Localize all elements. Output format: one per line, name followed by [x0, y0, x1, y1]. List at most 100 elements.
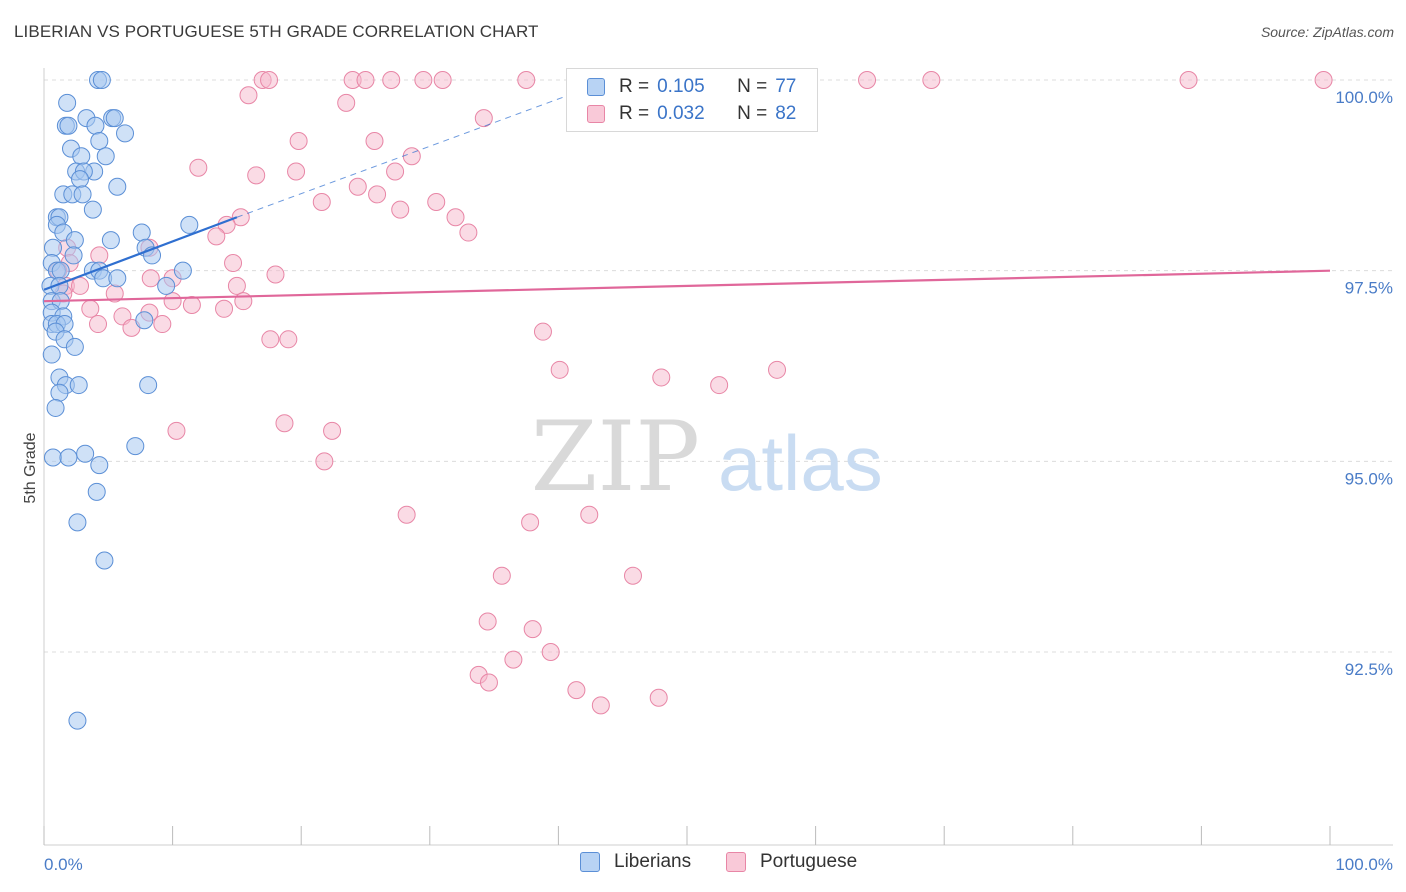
liberian-point: [92, 71, 111, 89]
y-tick-label: 100.0%: [1335, 88, 1393, 107]
portuguese-point: [1314, 71, 1333, 89]
trend-lines: [43, 79, 1331, 303]
liberian-point: [90, 456, 109, 475]
portuguese-point: [356, 71, 375, 89]
portuguese-point: [312, 193, 331, 212]
portuguese-point: [261, 330, 280, 349]
portuguese-point: [207, 227, 226, 246]
portuguese-point: [167, 421, 186, 440]
watermark-zip: ZIP: [531, 401, 700, 513]
portuguese-point: [153, 315, 172, 334]
x-tick-label: 0.0%: [44, 855, 83, 874]
n-label: N =: [737, 103, 768, 124]
portuguese-swatch: [587, 105, 605, 123]
portuguese-point: [368, 185, 387, 204]
portuguese-point: [446, 208, 465, 227]
portuguese-point: [386, 162, 405, 181]
portuguese-point: [391, 200, 410, 219]
portuguese-n-value: 82: [775, 103, 797, 124]
portuguese-point: [323, 421, 342, 440]
portuguese-point: [504, 650, 523, 669]
liberian-point: [86, 116, 105, 135]
liberians-trend-line: [43, 216, 238, 291]
y-tick-label: 97.5%: [1345, 279, 1393, 298]
portuguese-point: [141, 269, 160, 288]
tick-labels: 100.0% 97.5% 95.0% 92.5% 0.0% 100.0%: [44, 88, 1393, 874]
liberians-trend-extension: [236, 79, 611, 218]
portuguese-point: [348, 177, 367, 196]
liberians-legend-swatch: [580, 852, 600, 872]
liberian-point: [139, 376, 158, 395]
portuguese-point: [382, 71, 401, 89]
liberian-point: [83, 200, 102, 219]
liberians-swatch: [587, 78, 605, 96]
liberian-point: [173, 261, 192, 280]
liberian-point: [76, 444, 95, 463]
portuguese-point: [71, 276, 90, 295]
portuguese-point: [163, 292, 182, 311]
liberian-points: [41, 71, 199, 730]
liberian-point: [50, 383, 69, 402]
portuguese-point: [492, 566, 511, 585]
liberians-r-value: 0.105: [657, 76, 705, 97]
portuguese-point: [521, 513, 540, 532]
legend-row-liberians: R = 0.105 N = 77: [587, 75, 796, 99]
y-tick-label: 92.5%: [1345, 660, 1393, 679]
portuguese-point: [517, 71, 536, 89]
portuguese-point: [397, 505, 416, 524]
portuguese-point: [478, 612, 497, 631]
portuguese-point: [239, 86, 258, 105]
watermark-atlas: atlas: [718, 419, 883, 507]
liberian-point: [95, 551, 114, 570]
portuguese-point: [550, 360, 569, 379]
liberians-legend-label: Liberians: [614, 851, 692, 872]
liberian-point: [135, 311, 154, 330]
portuguese-point: [459, 223, 478, 242]
portuguese-point: [365, 132, 384, 151]
portuguese-point: [275, 414, 294, 433]
chart-title: LIBERIAN VS PORTUGUESE 5TH GRADE CORRELA…: [14, 22, 539, 41]
liberian-point: [44, 448, 63, 467]
portuguese-point: [567, 681, 586, 700]
liberian-point: [59, 448, 78, 467]
liberian-point: [101, 231, 120, 250]
portuguese-point: [1179, 71, 1198, 89]
liberian-point: [72, 147, 91, 166]
portuguese-point: [260, 71, 279, 89]
portuguese-point: [227, 276, 246, 295]
liberian-point: [44, 238, 63, 257]
r-label: R =: [619, 103, 650, 124]
grid-lines: [44, 79, 1395, 653]
portuguese-point: [768, 360, 787, 379]
liberian-point: [71, 170, 90, 189]
liberian-point: [108, 177, 127, 196]
bottom-legend-liberians: Liberians: [580, 851, 691, 873]
portuguese-point: [315, 452, 334, 471]
portuguese-point: [81, 299, 100, 318]
liberian-point: [96, 147, 115, 166]
portuguese-point: [231, 208, 250, 227]
liberians-n-value: 77: [775, 76, 797, 97]
liberian-point: [51, 261, 70, 280]
portuguese-point: [289, 132, 308, 151]
portuguese-point: [580, 505, 599, 524]
portuguese-point: [215, 299, 234, 318]
y-axis-label: 5th Grade: [22, 432, 39, 503]
portuguese-point: [279, 330, 298, 349]
liberian-point: [64, 246, 83, 265]
y-tick-label: 95.0%: [1345, 469, 1393, 488]
bottom-legend-portuguese: Portuguese: [726, 851, 857, 873]
portuguese-point: [337, 93, 356, 112]
liberian-point: [69, 376, 88, 395]
liberian-point: [180, 215, 199, 234]
portuguese-point: [287, 162, 306, 181]
liberian-point: [132, 223, 151, 242]
axes: [43, 68, 1393, 846]
liberian-point: [59, 116, 78, 135]
legend-row-portuguese: R = 0.032 N = 82: [587, 102, 796, 126]
portuguese-legend-swatch: [726, 852, 746, 872]
portuguese-points: [49, 71, 1333, 715]
liberian-point: [116, 124, 135, 143]
r-label: R =: [619, 76, 650, 97]
portuguese-point: [922, 71, 941, 89]
